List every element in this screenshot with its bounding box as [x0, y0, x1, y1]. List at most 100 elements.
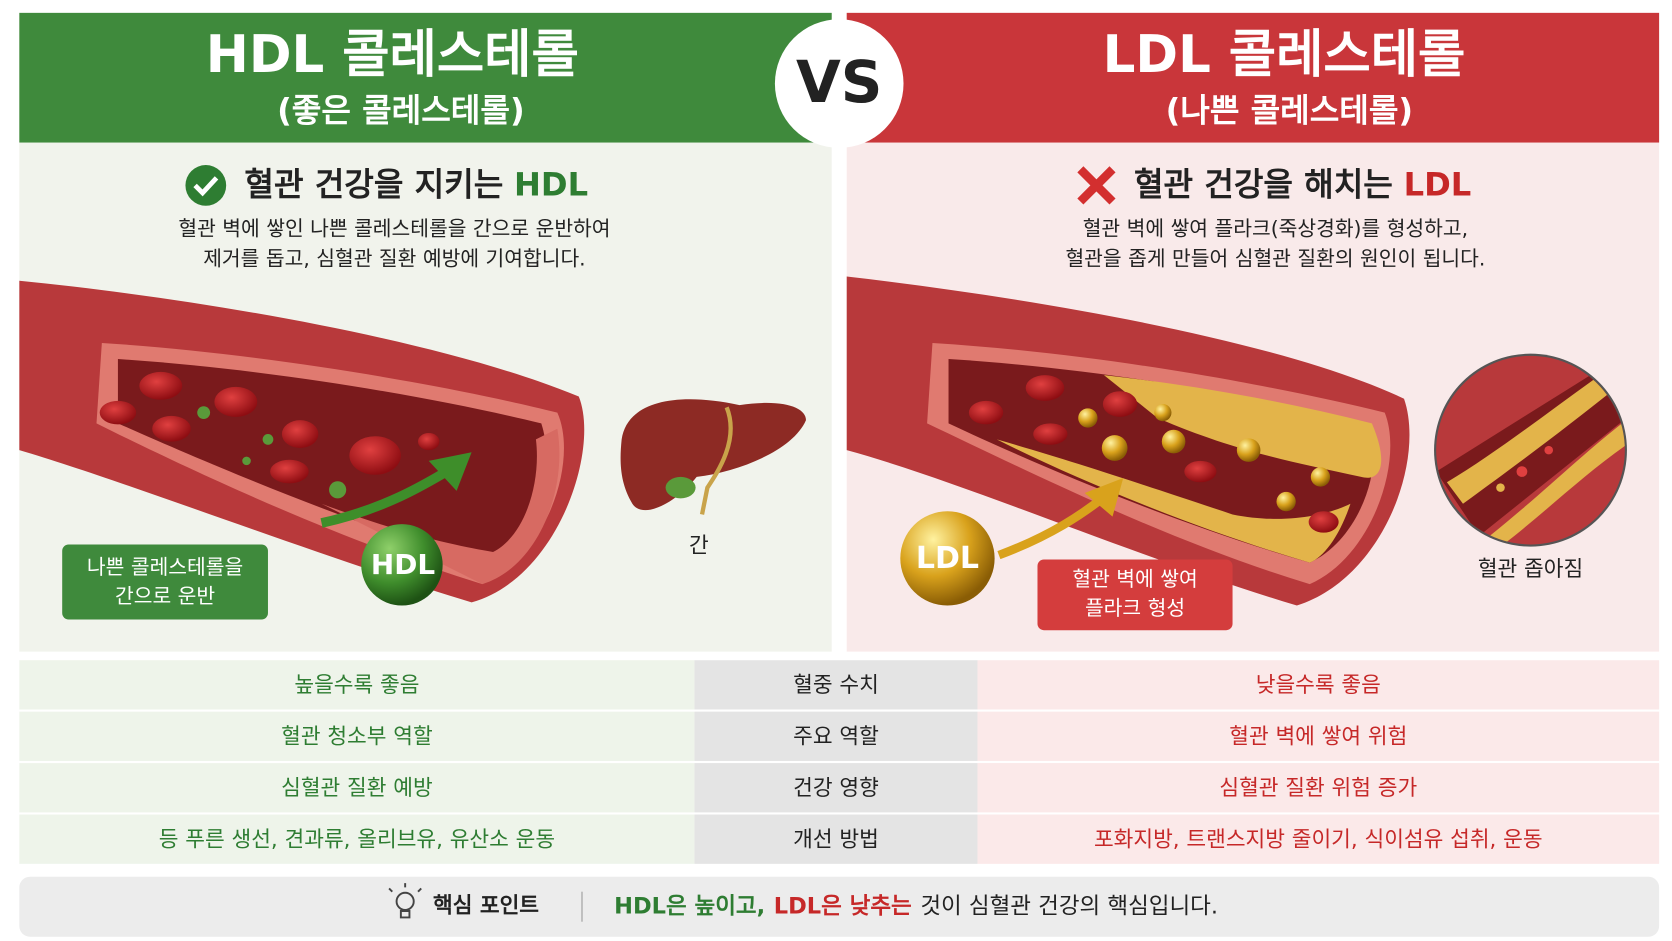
ldl-vessel [846, 276, 1410, 606]
ldl-heading: 혈관 건강을 해치는 LDL [1134, 165, 1471, 203]
ldl-title: LDL 콜레스테롤 [1103, 25, 1466, 85]
inset [1489, 417, 1625, 545]
ldl-callout-text: 혈관 벽에 쌓여 [1072, 567, 1197, 591]
hdl-desc: 혈관 벽에 쌓인 나쁜 콜레스테롤을 간으로 운반하여 [178, 216, 610, 240]
table-cell-text: 심혈관 질환 예방 [281, 776, 433, 801]
table-cell-text: 혈관 청소부 역할 [281, 724, 433, 749]
ldl-vessel [1236, 438, 1261, 462]
hdl-vessel [262, 434, 274, 445]
ldl-heading-prefix: 혈관 건강을 해치는 [1134, 165, 1393, 203]
organ-label: 간 [689, 534, 709, 559]
check-icon [185, 165, 227, 206]
footer-text: HDL은 높이고, LDL은 낮추는 것이 심혈관 건강의 핵심입니다. [614, 893, 1218, 919]
liver [620, 399, 806, 515]
hdl-vessel [99, 400, 137, 425]
table-cell [694, 763, 978, 813]
ldl-particle [900, 511, 995, 606]
ldl-vessel [1308, 511, 1339, 533]
footer [19, 876, 1660, 937]
bulb-icon [399, 910, 411, 919]
hdl-vessel [139, 371, 183, 400]
hdl-vessel [270, 459, 309, 484]
table-cell [977, 660, 1660, 710]
hdl-heading: 혈관 건강을 지키는 HDL [244, 165, 588, 203]
table-cell [977, 763, 1660, 813]
inset [1434, 353, 1627, 547]
ldl-vessel [968, 375, 1339, 533]
hdl-vessel [349, 436, 401, 475]
hdl-subtitle: (좋은 콜레스테롤) [277, 92, 525, 130]
table-cell [19, 814, 695, 864]
hdl-header [19, 12, 832, 143]
ldl-vessel [1310, 467, 1331, 487]
ldl-header [846, 12, 1660, 143]
inset [1496, 483, 1505, 492]
check-mark [193, 176, 219, 197]
ldl-vessel [1101, 435, 1128, 461]
hdl-heading-prefix: 혈관 건강을 지키는 [244, 165, 503, 203]
ldl-desc: 혈관을 좁게 만들어 심혈관 질환의 원인이 됩니다. [1065, 246, 1485, 270]
hdl-vessel [152, 415, 191, 442]
hdl-callout-text: 간으로 운반 [115, 584, 215, 608]
ldl-desc: 혈관 벽에 쌓여 플라크(죽상경화)를 형성하고, [1083, 216, 1468, 240]
table-cell [977, 711, 1660, 761]
hdl-vessel [99, 371, 440, 484]
vs-badge [774, 19, 904, 148]
hdl-callout [62, 544, 268, 620]
table-cell-text: 포화지방, 트랜스지방 줄이기, 식이섬유 섭취, 운동 [1094, 827, 1543, 852]
hdl-particle [361, 524, 443, 606]
inset [1544, 445, 1554, 455]
ldl-vessel [1078, 404, 1331, 512]
hdl-vessel [197, 406, 347, 499]
hdl-vessel [281, 420, 319, 448]
ldl-vessel [1025, 375, 1065, 401]
table-cell [19, 763, 695, 813]
inset [1516, 466, 1528, 477]
ldl-callout-text: 플라크 형성 [1085, 596, 1185, 620]
ldl-subtitle: (나쁜 콜레스테롤) [1166, 92, 1414, 130]
ldl-vessel [1276, 491, 1296, 512]
ldl-vessel [1033, 423, 1068, 445]
ldl-vessel [996, 439, 1351, 563]
hdl-vessel [197, 406, 211, 420]
ldl-vessel [1154, 404, 1172, 422]
liver [699, 406, 733, 515]
vs-text: VS [796, 48, 882, 116]
ldl-particle-label: LDL [916, 541, 979, 576]
ldl-vessel [968, 400, 1004, 425]
footer-label: 핵심 포인트 [433, 894, 539, 919]
table-cell-text: 건강 영향 [793, 776, 879, 801]
hdl-particle-label: HDL [371, 548, 435, 581]
table-cell-text: 높을수록 좋음 [294, 673, 419, 698]
ldl-vessel [1078, 408, 1098, 428]
inset-label: 혈관 좁아짐 [1478, 557, 1583, 582]
ldl-vessel [1084, 478, 1124, 517]
bulb-icon [388, 883, 422, 919]
x-icon [1077, 166, 1116, 205]
hdl-vessel [418, 432, 440, 451]
ldl-vessel [1103, 375, 1382, 478]
footer-ldl: LDL은 낮추는 [774, 893, 912, 919]
table-cell [19, 660, 695, 710]
table-cell-text: 주요 역할 [793, 724, 879, 749]
hdl-vessel [329, 481, 347, 499]
hdl-vessel [242, 456, 251, 466]
hdl-callout-text: 나쁜 콜레스테롤을 [87, 555, 243, 579]
ldl-vessel [1161, 429, 1186, 454]
footer-hdl: HDL은 높이고, [614, 893, 765, 919]
ldl-vessel [1184, 460, 1217, 483]
hdl-heading-em: HDL [514, 165, 588, 203]
bulb-icon [395, 891, 415, 911]
table-cell-text: 등 푸른 생선, 견과류, 올리브유, 유산소 운동 [159, 827, 555, 852]
ldl-callout [1037, 559, 1233, 631]
table-cell [694, 711, 978, 761]
table-cell-text: 혈관 벽에 쌓여 위험 [1229, 724, 1407, 749]
bulb-icon [388, 883, 422, 893]
ldl-heading-em: LDL [1404, 165, 1472, 203]
hdl-title: HDL 콜레스테롤 [206, 25, 579, 85]
table-cell [694, 814, 978, 864]
footer-rest: 것이 심혈관 건강의 핵심입니다. [920, 893, 1218, 919]
